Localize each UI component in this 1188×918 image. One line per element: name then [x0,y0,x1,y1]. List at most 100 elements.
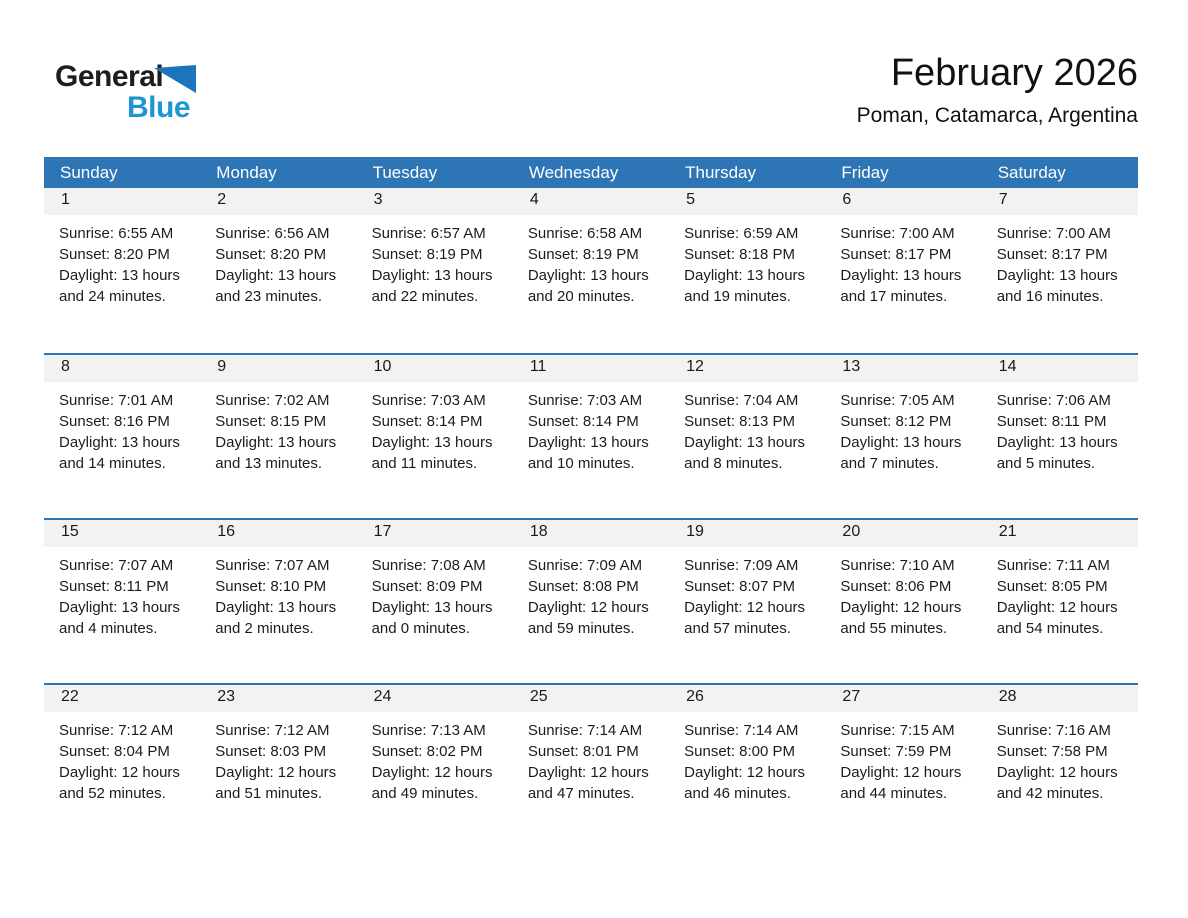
daylight-text-line2: and 47 minutes. [527,785,635,802]
sunrise-text: Sunrise: 6:59 AM [684,225,799,242]
day-details: Sunrise: 6:58 AM Sunset: 8:19 PM Dayligh… [513,215,669,307]
daylight-text-line2: and 10 minutes. [527,455,635,472]
day-number: 11 [512,355,670,382]
sunset-text: Sunset: 8:15 PM [215,413,327,430]
daylight-text-line2: and 55 minutes. [840,620,948,637]
day-cell: 27 Sunrise: 7:15 AM Sunset: 7:59 PM Dayl… [825,685,982,848]
sunset-text: Sunset: 8:12 PM [840,413,952,430]
day-details: Sunrise: 7:14 AM Sunset: 8:01 PM Dayligh… [513,712,669,804]
day-number: 25 [512,685,670,712]
logo-triangle-icon [154,65,196,93]
week-row-4: 22 Sunrise: 7:12 AM Sunset: 8:04 PM Dayl… [44,683,1138,848]
sunset-text: Sunset: 8:06 PM [840,578,952,595]
daylight-text-line1: Daylight: 12 hours [840,764,962,781]
daylight-text-line2: and 51 minutes. [215,785,323,802]
day-cell: 17 Sunrise: 7:08 AM Sunset: 8:09 PM Dayl… [356,520,513,683]
day-cell: 26 Sunrise: 7:14 AM Sunset: 8:00 PM Dayl… [669,685,826,848]
daylight-text-line2: and 20 minutes. [527,288,635,305]
sunset-text: Sunset: 8:11 PM [996,413,1107,430]
daylight-text-line2: and 49 minutes. [371,785,479,802]
daylight-text-line2: and 22 minutes. [371,288,479,305]
sunrise-text: Sunrise: 6:56 AM [215,225,330,242]
daylight-text-line2: and 57 minutes. [684,620,791,637]
daylight-text-line1: Daylight: 12 hours [996,599,1118,616]
daylight-text-line1: Daylight: 13 hours [215,267,337,284]
daylight-text-line1: Daylight: 13 hours [996,267,1118,284]
sunrise-text: Sunrise: 7:06 AM [996,392,1111,409]
day-number: 8 [44,355,201,382]
day-cell: 25 Sunrise: 7:14 AM Sunset: 8:01 PM Dayl… [512,685,670,848]
sunrise-text: Sunrise: 7:10 AM [840,557,955,574]
sunrise-text: Sunrise: 7:03 AM [371,392,486,409]
day-number: 24 [356,685,513,712]
day-details: Sunrise: 7:01 AM Sunset: 8:16 PM Dayligh… [44,382,200,474]
sunset-text: Sunset: 8:20 PM [59,246,170,263]
daylight-text-line1: Daylight: 12 hours [684,599,806,616]
daylight-text-line2: and 8 minutes. [684,455,783,472]
logo-text-blue: Blue [127,91,191,124]
daylight-text-line2: and 44 minutes. [840,785,948,802]
sunrise-text: Sunrise: 7:12 AM [59,722,174,739]
day-cell: 1 Sunrise: 6:55 AM Sunset: 8:20 PM Dayli… [44,188,201,353]
sunset-text: Sunset: 7:59 PM [840,743,952,760]
daylight-text-line1: Daylight: 12 hours [215,764,337,781]
daylight-text-line2: and 19 minutes. [684,288,791,305]
calendar-table: Sunday Monday Tuesday Wednesday Thursday… [44,157,1138,848]
daylight-text-line1: Daylight: 12 hours [527,599,649,616]
day-cell: 8 Sunrise: 7:01 AM Sunset: 8:16 PM Dayli… [44,355,201,518]
weekday-header-monday: Monday [216,163,277,182]
sunrise-text: Sunrise: 7:01 AM [59,392,174,409]
week-row-3: 15 Sunrise: 7:07 AM Sunset: 8:11 PM Dayl… [44,518,1138,683]
sunrise-text: Sunrise: 7:13 AM [371,722,486,739]
daylight-text-line1: Daylight: 12 hours [59,764,180,781]
sunrise-text: Sunrise: 7:03 AM [527,392,643,409]
day-details: Sunrise: 7:11 AM Sunset: 8:05 PM Dayligh… [982,547,1138,639]
day-number: 10 [356,355,513,382]
sunset-text: Sunset: 8:14 PM [527,413,639,430]
daylight-text-line1: Daylight: 13 hours [527,267,649,284]
daylight-text-line1: Daylight: 13 hours [684,434,806,451]
day-cell: 28 Sunrise: 7:16 AM Sunset: 7:58 PM Dayl… [981,685,1138,848]
sunrise-text: Sunrise: 6:58 AM [527,225,643,242]
sunset-text: Sunset: 8:10 PM [215,578,327,595]
page-subtitle: Poman, Catamarca, Argentina [856,104,1138,127]
daylight-text-line2: and 13 minutes. [215,455,323,472]
day-number: 12 [669,355,826,382]
day-number: 18 [512,520,670,547]
day-details: Sunrise: 7:10 AM Sunset: 8:06 PM Dayligh… [825,547,981,639]
day-details: Sunrise: 7:07 AM Sunset: 8:10 PM Dayligh… [200,547,356,639]
sunset-text: Sunset: 8:13 PM [684,413,796,430]
daylight-text-line1: Daylight: 13 hours [996,434,1118,451]
day-number: 20 [825,520,982,547]
daylight-text-line1: Daylight: 12 hours [996,764,1118,781]
day-cell: 12 Sunrise: 7:04 AM Sunset: 8:13 PM Dayl… [669,355,826,518]
sunrise-text: Sunrise: 7:08 AM [371,557,486,574]
day-number: 14 [981,355,1138,382]
sunrise-text: Sunrise: 7:16 AM [996,722,1111,739]
sunset-text: Sunset: 8:09 PM [371,578,483,595]
day-cell: 7 Sunrise: 7:00 AM Sunset: 8:17 PM Dayli… [981,188,1138,353]
daylight-text-line1: Daylight: 12 hours [684,764,806,781]
sunset-text: Sunset: 8:19 PM [371,246,483,263]
day-details: Sunrise: 7:12 AM Sunset: 8:04 PM Dayligh… [44,712,200,804]
day-cell: 3 Sunrise: 6:57 AM Sunset: 8:19 PM Dayli… [356,188,513,353]
weekday-header-friday: Friday [841,163,889,182]
week-row-2: 8 Sunrise: 7:01 AM Sunset: 8:16 PM Dayli… [44,353,1138,518]
day-details: Sunrise: 7:15 AM Sunset: 7:59 PM Dayligh… [825,712,981,804]
day-details: Sunrise: 7:16 AM Sunset: 7:58 PM Dayligh… [982,712,1138,804]
day-details: Sunrise: 6:59 AM Sunset: 8:18 PM Dayligh… [669,215,825,307]
daylight-text-line1: Daylight: 13 hours [215,599,337,616]
day-cell: 2 Sunrise: 6:56 AM Sunset: 8:20 PM Dayli… [200,188,357,353]
sunrise-text: Sunrise: 7:14 AM [527,722,643,739]
sunset-text: Sunset: 8:17 PM [840,246,952,263]
daylight-text-line2: and 16 minutes. [996,288,1104,305]
daylight-text-line2: and 5 minutes. [996,455,1096,472]
daylight-text-line2: and 11 minutes. [371,455,478,472]
daylight-text-line2: and 17 minutes. [840,288,948,305]
day-number: 4 [512,188,670,215]
sunset-text: Sunset: 8:08 PM [527,578,639,595]
day-number: 26 [669,685,826,712]
page-title: February 2026 [890,52,1138,94]
weekday-header-thursday: Thursday [685,163,757,182]
sunset-text: Sunset: 8:16 PM [59,413,170,430]
